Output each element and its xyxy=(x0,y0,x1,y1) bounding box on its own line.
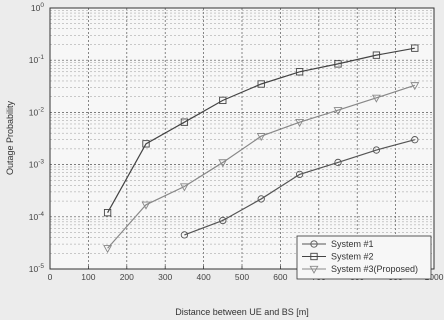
data-point xyxy=(372,51,381,59)
x-tick-label: 400 xyxy=(197,272,211,282)
data-point xyxy=(295,68,304,76)
x-axis-label: Distance between UE and BS [m] xyxy=(175,307,309,317)
legend-marker xyxy=(310,240,318,248)
legend-item: System #3(Proposed) xyxy=(302,264,418,274)
data-point xyxy=(372,146,381,154)
x-tick-label: 100 xyxy=(81,272,95,282)
series-3 xyxy=(103,82,420,254)
y-axis-label: Outage Probability xyxy=(5,100,15,175)
x-tick-label: 0 xyxy=(48,272,53,282)
x-tick-label: 600 xyxy=(273,272,287,282)
data-point xyxy=(410,82,420,91)
data-series xyxy=(103,44,420,254)
y-tick-label: 10-5 xyxy=(29,263,45,274)
series-line xyxy=(107,47,415,213)
grid-lines xyxy=(50,8,434,269)
data-point xyxy=(219,96,227,105)
data-point xyxy=(180,118,189,126)
data-point xyxy=(103,245,113,254)
series-1 xyxy=(180,136,419,239)
series-line xyxy=(184,139,415,236)
legend-label: System #3(Proposed) xyxy=(331,264,418,274)
x-tick-label: 300 xyxy=(158,272,172,282)
legend-item: System #2 xyxy=(302,252,374,262)
series-line xyxy=(107,84,415,249)
data-point xyxy=(334,60,342,68)
data-point xyxy=(333,107,343,116)
x-tick-label: 500 xyxy=(235,272,249,282)
x-tick-label: 1000 xyxy=(425,272,444,282)
data-point xyxy=(142,140,150,148)
data-point xyxy=(371,94,381,103)
y-tick-label: 10-2 xyxy=(29,106,45,117)
legend-item: System #1 xyxy=(302,239,374,249)
y-tick-label: 10-1 xyxy=(29,54,45,65)
y-tick-label: 100 xyxy=(31,2,44,13)
legend-box xyxy=(296,235,432,280)
data-point xyxy=(411,136,419,144)
y-tick-labels: 10-5 10-4 10-3 10-2 10-1 100 xyxy=(29,2,45,274)
data-point xyxy=(141,201,151,210)
data-point xyxy=(219,216,227,225)
data-point xyxy=(218,159,228,168)
legend: System #1 System #2 System #3(Proposed) xyxy=(296,235,432,280)
data-point xyxy=(103,209,112,217)
data-point xyxy=(295,170,304,179)
legend-marker xyxy=(309,265,319,274)
legend-label: System #2 xyxy=(331,252,374,262)
y-tick-label: 10-4 xyxy=(29,211,45,222)
data-point xyxy=(257,195,265,203)
series-2 xyxy=(103,44,419,217)
data-point xyxy=(179,183,189,192)
legend-label: System #1 xyxy=(331,239,374,249)
data-point xyxy=(334,158,342,167)
legend-marker xyxy=(310,252,318,261)
data-point xyxy=(257,80,265,88)
y-tick-label: 10-3 xyxy=(29,159,45,170)
data-point xyxy=(256,133,266,142)
data-point xyxy=(411,44,419,52)
data-point xyxy=(180,231,189,239)
x-tick-label: 200 xyxy=(120,272,134,282)
data-point xyxy=(295,119,305,128)
